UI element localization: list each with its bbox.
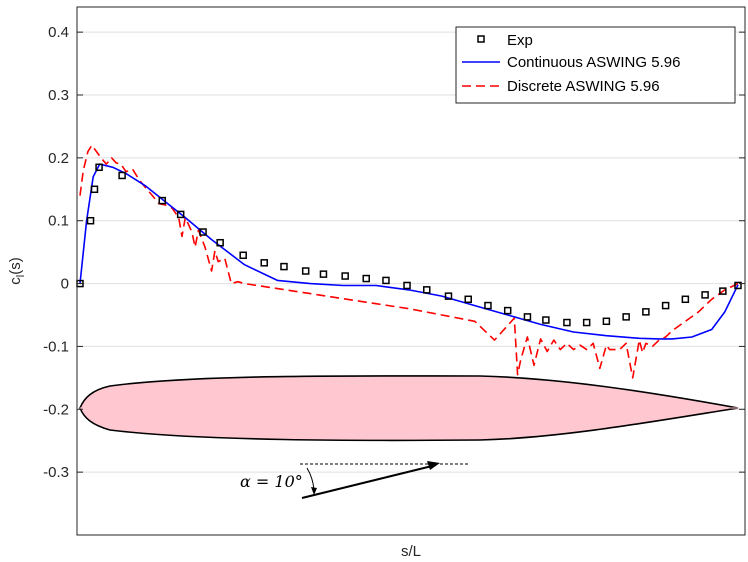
y-axis-label: cl(s)	[7, 257, 27, 284]
axes-frame	[76, 6, 746, 536]
series-continuous-line	[79, 163, 739, 340]
data-point	[403, 281, 411, 290]
data-point	[719, 287, 727, 295]
angle-annotation: α = 10°	[240, 472, 303, 491]
data-point	[642, 308, 650, 316]
data-point	[382, 276, 390, 285]
data-point	[622, 313, 630, 321]
data-point	[701, 291, 709, 299]
legend-label-exp: Exp	[507, 32, 533, 49]
data-point	[464, 295, 472, 304]
data-point	[734, 281, 742, 290]
legend-marker-exp	[477, 35, 485, 43]
data-point	[423, 286, 431, 294]
data-point	[158, 196, 166, 205]
data-point	[444, 292, 453, 300]
data-point	[319, 270, 328, 278]
legend-label-discrete: Discrete ASWING 5.96	[507, 78, 660, 95]
data-point	[602, 317, 611, 326]
y-tick-label: 0.3	[48, 87, 69, 104]
y-tick-label: -0.2	[43, 401, 69, 418]
series-discrete-line	[79, 144, 739, 379]
data-point	[484, 301, 492, 310]
data-point	[362, 274, 370, 283]
y-tick-label: 0.4	[48, 24, 69, 41]
data-point	[661, 301, 670, 310]
flow-direction-arrow	[301, 465, 433, 499]
legend-box	[455, 26, 736, 104]
y-tick-label: 0	[61, 276, 69, 293]
data-point	[95, 163, 103, 172]
data-point	[681, 295, 690, 304]
data-point	[118, 171, 126, 180]
data-point	[542, 316, 550, 324]
y-tick-label: -0.3	[43, 464, 69, 481]
y-tick-label: 0.1	[48, 213, 69, 230]
data-point	[280, 262, 288, 271]
legend: Exp Continuous ASWING 5.96 Discrete ASWI…	[455, 26, 736, 104]
data-point	[199, 228, 207, 236]
data-point	[582, 318, 591, 327]
data-point	[523, 313, 532, 321]
data-point	[176, 210, 185, 219]
series-exp-markers	[76, 163, 742, 327]
angle-arc-head	[311, 487, 317, 495]
data-point	[503, 306, 512, 315]
series-layer	[76, 144, 742, 379]
data-point	[301, 267, 310, 275]
y-ticks: -0.3 -0.2 -0.1 0 0.1 0.2 0.3 0.4	[43, 24, 745, 481]
data-point	[239, 251, 247, 260]
flow-arrow-head	[427, 461, 440, 470]
legend-label-continuous: Continuous ASWING 5.96	[507, 54, 680, 71]
y-tick-label: -0.1	[43, 338, 69, 355]
data-point	[260, 259, 268, 267]
data-point	[341, 272, 349, 280]
data-point	[90, 185, 99, 194]
x-axis-label: s/L	[401, 543, 421, 560]
y-tick-label: 0.2	[48, 150, 69, 167]
data-point	[86, 216, 95, 225]
data-point	[216, 238, 224, 247]
data-point	[563, 318, 571, 327]
